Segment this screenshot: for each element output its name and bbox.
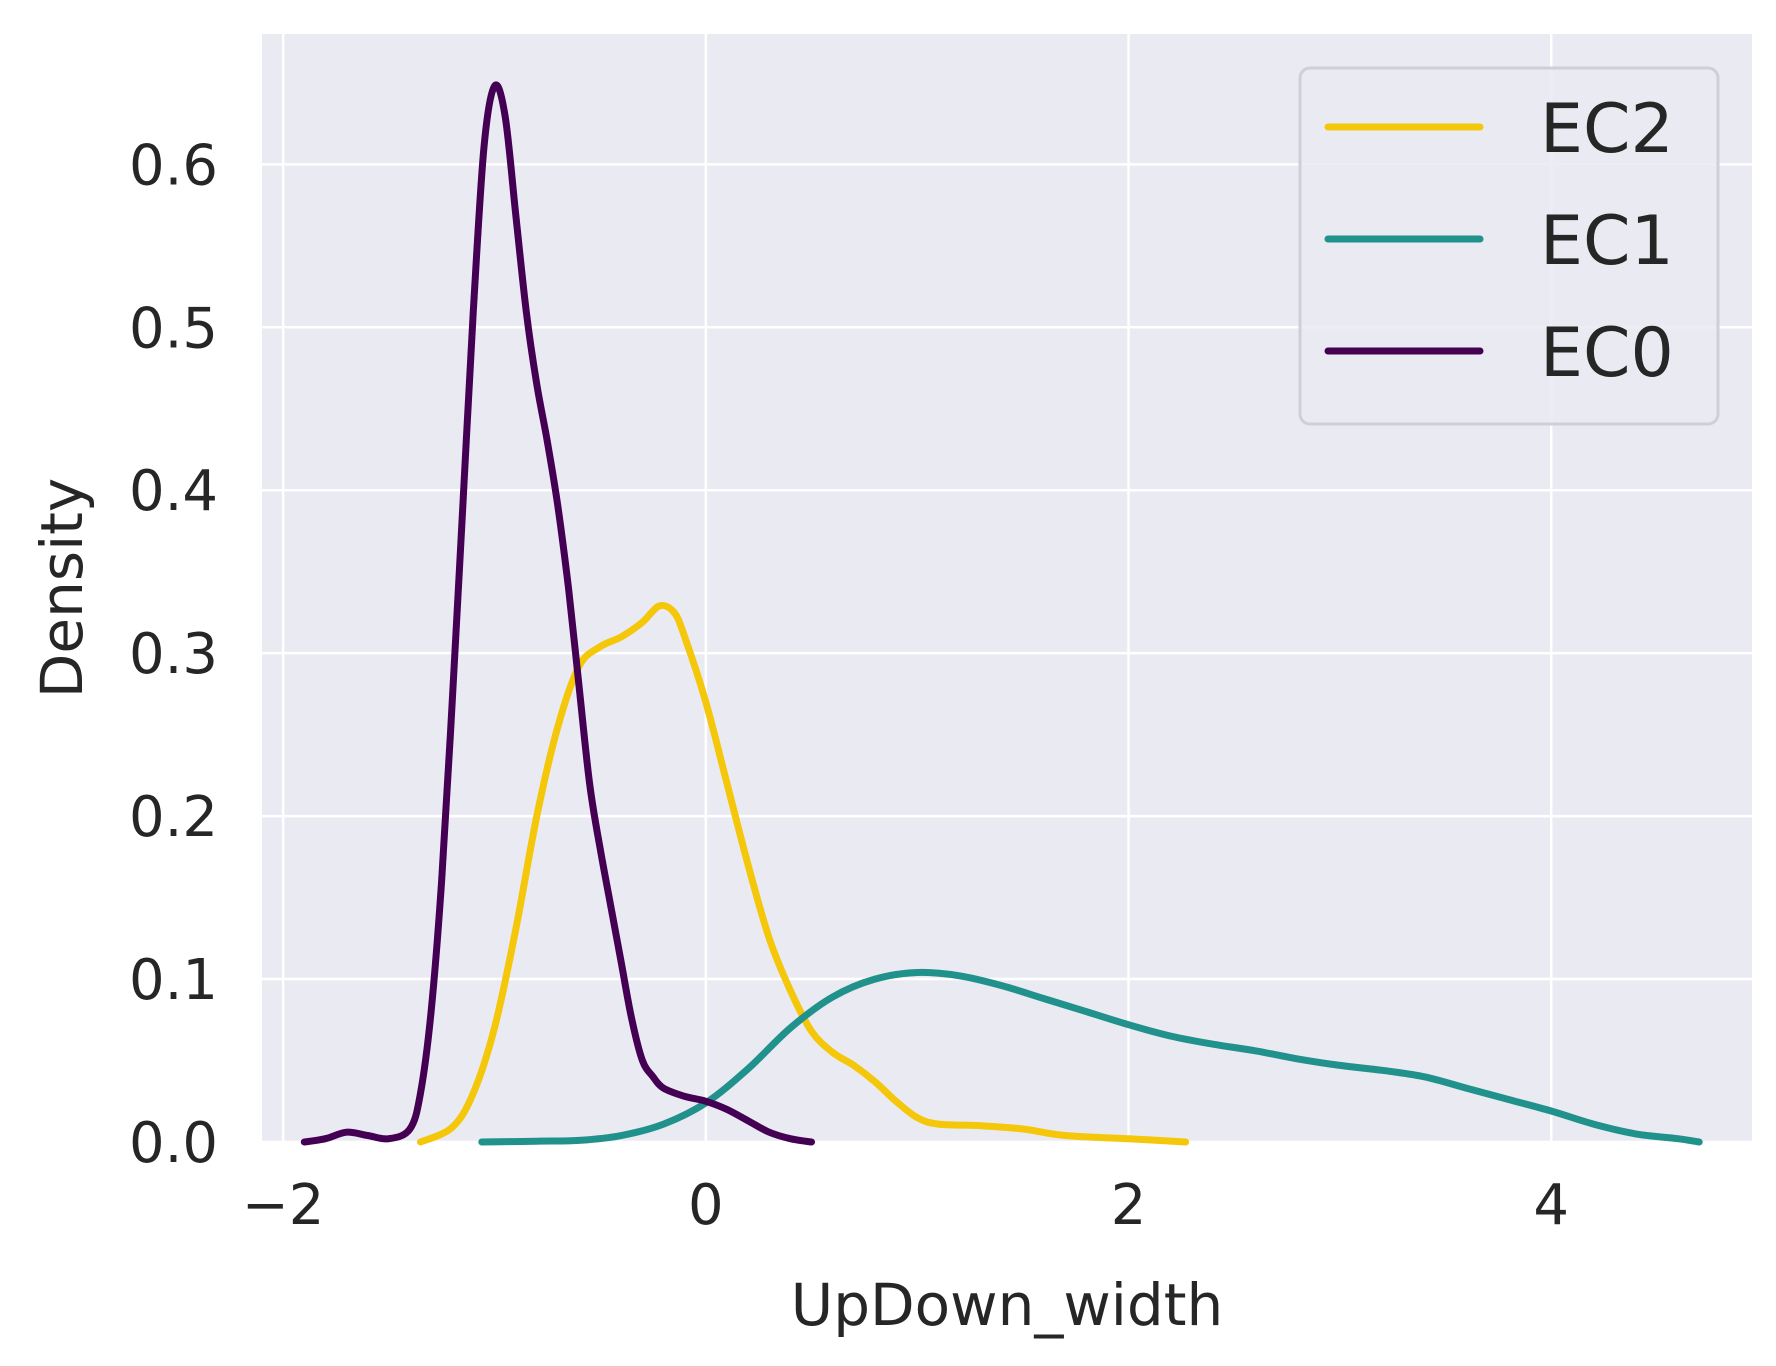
legend-box xyxy=(1298,66,1720,426)
y-tick-label: 0.5 xyxy=(129,296,218,361)
legend-label-ec1: EC1 xyxy=(1540,202,1674,281)
y-tick-label: 0.3 xyxy=(129,622,218,687)
y-tick-label: 0.0 xyxy=(129,1111,218,1176)
x-tick-label: −2 xyxy=(242,1173,325,1238)
legend-label-ec2: EC2 xyxy=(1540,90,1674,169)
x-tick-label: 0 xyxy=(688,1173,724,1238)
x-axis-title: UpDown_width xyxy=(791,1271,1223,1339)
legend-label-ec0: EC0 xyxy=(1540,314,1674,393)
y-tick-label: 0.4 xyxy=(129,459,218,524)
legend: EC2 EC1 EC0 xyxy=(1298,66,1720,426)
y-axis-ticks: 0.0 0.1 0.2 0.3 0.4 0.5 0.6 xyxy=(129,133,218,1176)
y-axis-title: Density xyxy=(28,478,96,699)
x-tick-label: 2 xyxy=(1111,1173,1147,1238)
x-tick-label: 4 xyxy=(1533,1173,1569,1238)
y-tick-label: 0.2 xyxy=(129,785,218,850)
series-line-ec0 xyxy=(300,81,815,1146)
y-tick-label: 0.6 xyxy=(129,133,218,198)
series-lines xyxy=(300,81,1703,1146)
series-line-ec1 xyxy=(478,968,1703,1146)
series-line-ec2 xyxy=(417,602,1190,1146)
x-axis-ticks: −2 0 2 4 xyxy=(242,1173,1569,1238)
y-tick-label: 0.1 xyxy=(129,948,218,1013)
